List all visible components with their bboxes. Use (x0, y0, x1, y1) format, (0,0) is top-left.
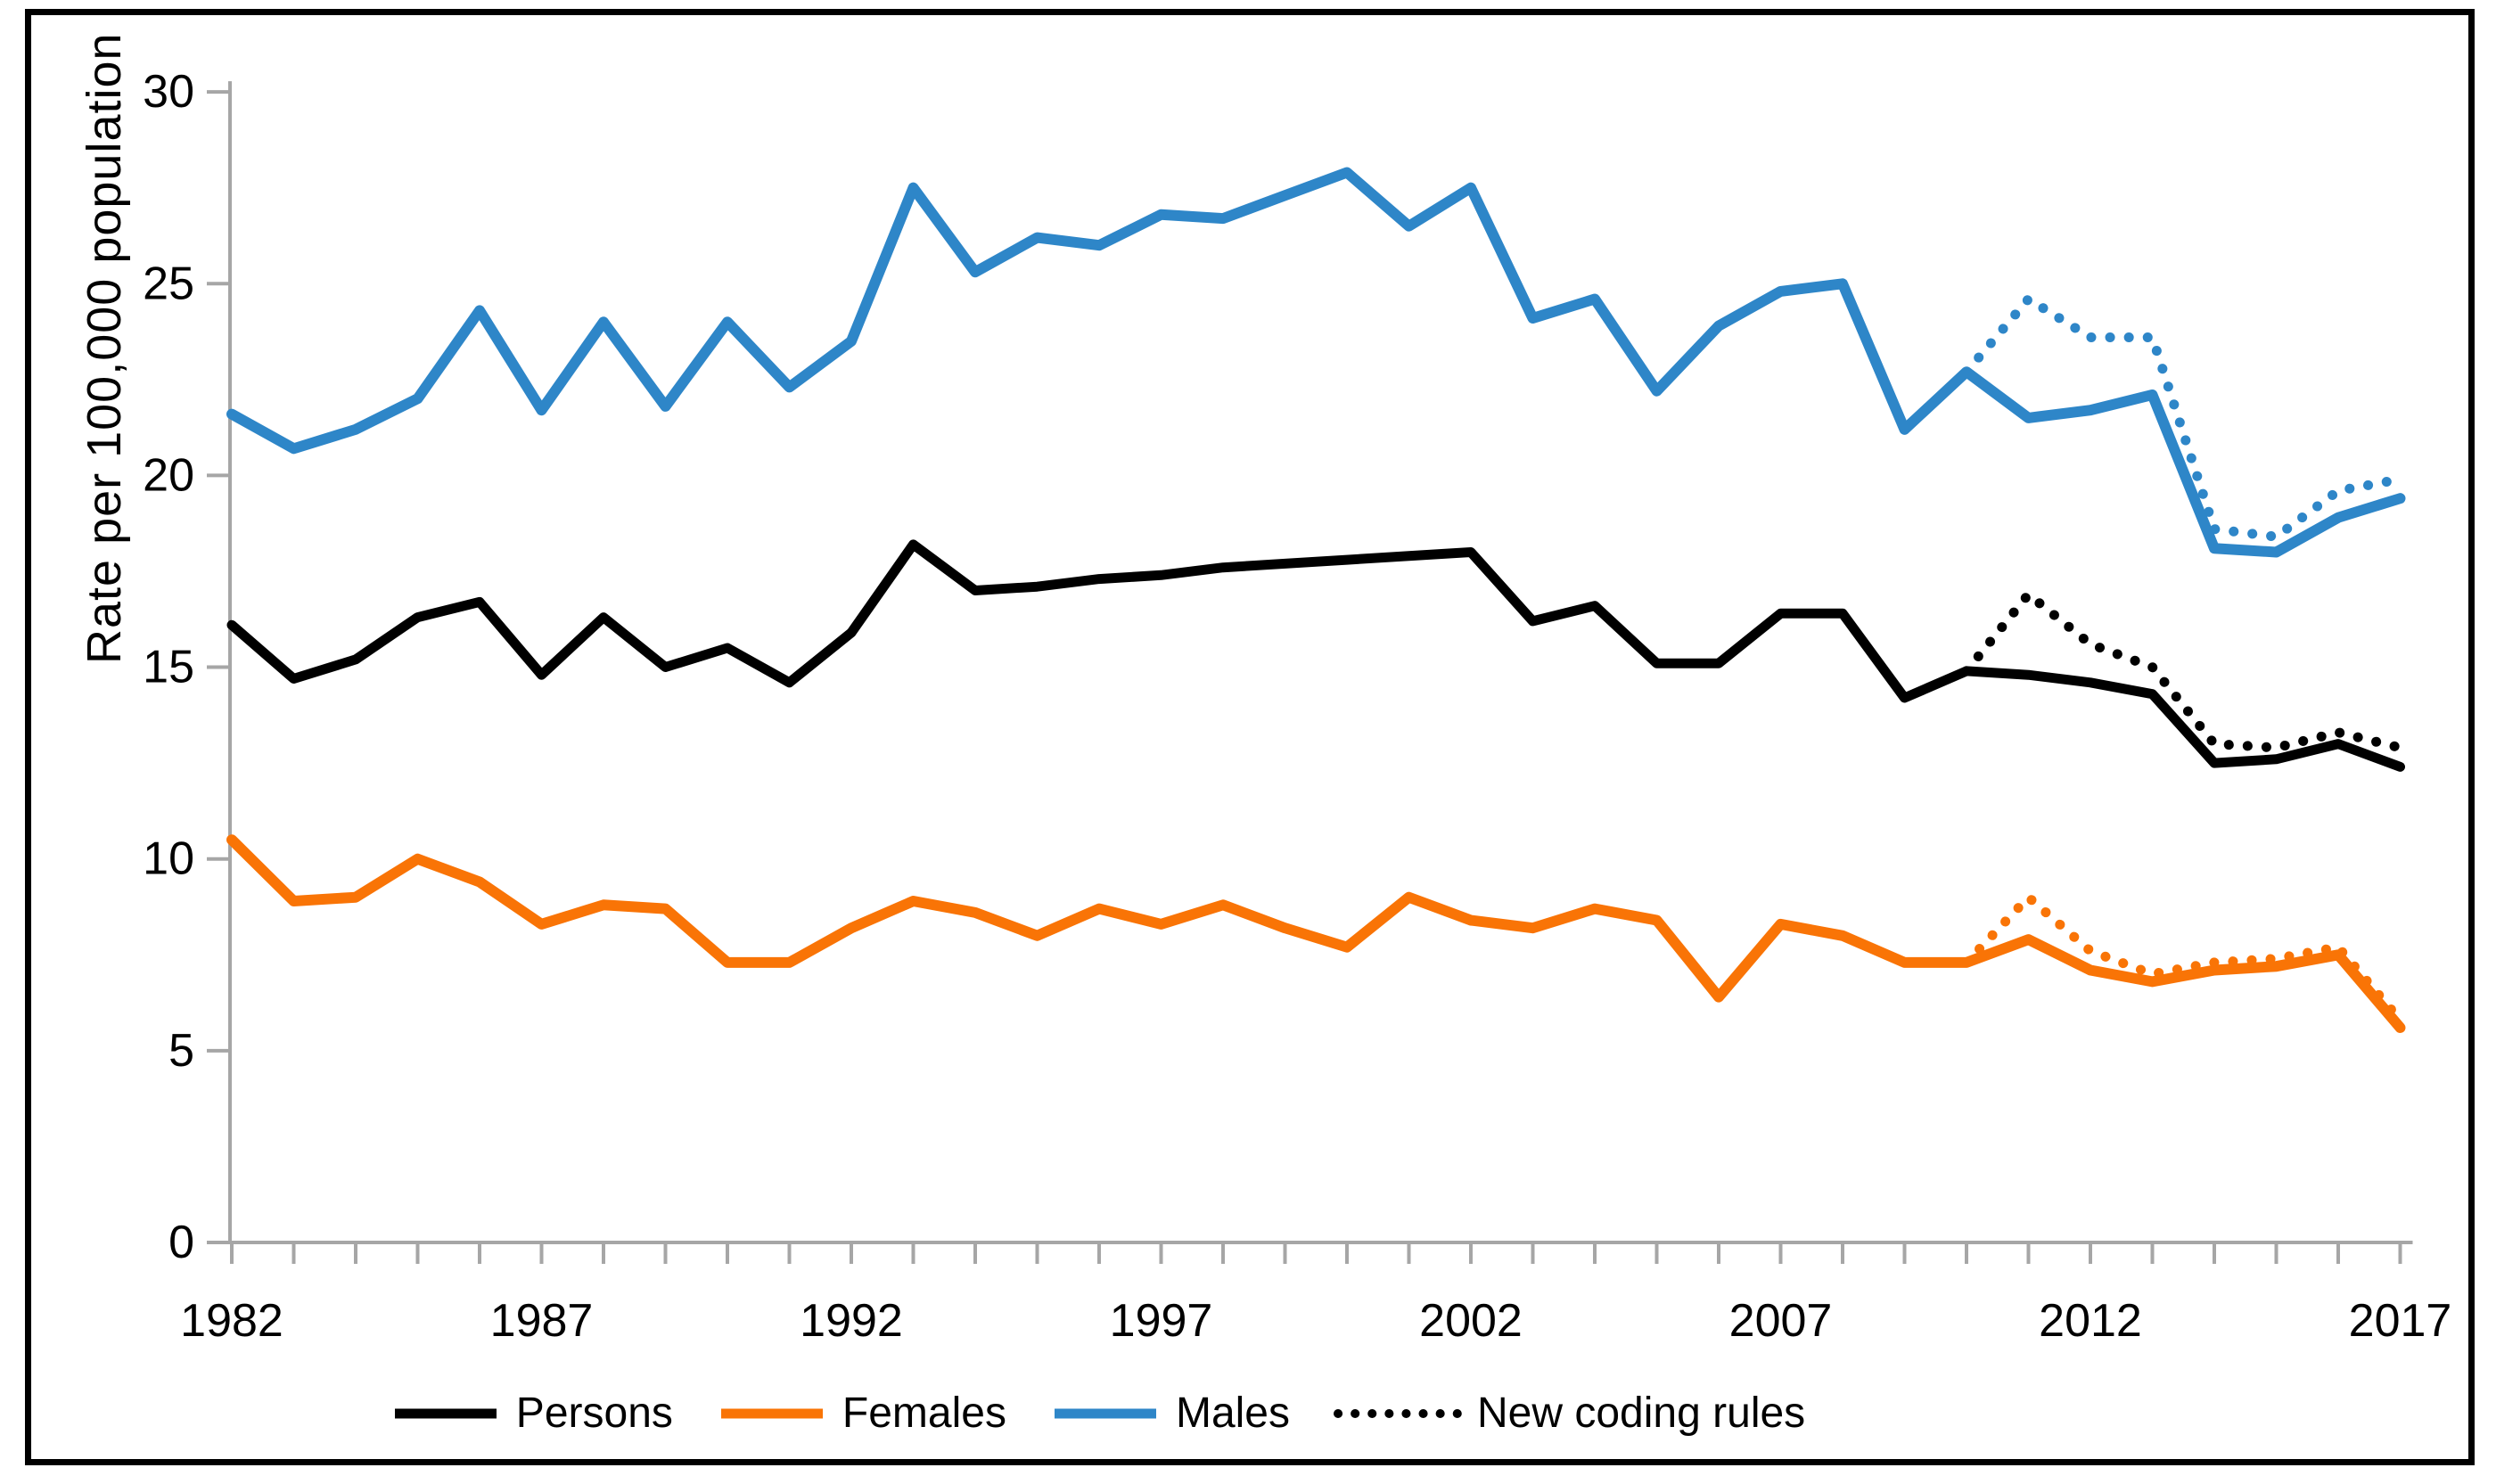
x-tick-label: 2012 (2039, 1295, 2142, 1347)
x-tick-label: 1997 (1110, 1295, 1213, 1347)
legend-swatch-persons-line-icon (394, 1408, 497, 1418)
y-tick-label: 25 (143, 258, 194, 309)
series-females (226, 834, 2406, 1033)
y-tick-label: 30 (143, 66, 194, 118)
x-tick-label: 1987 (490, 1295, 594, 1347)
y-tick-label: 15 (143, 642, 194, 693)
legend-swatch-males-line-icon (1054, 1408, 1156, 1418)
x-tick-label: 2017 (2349, 1295, 2452, 1347)
series-males (226, 167, 2406, 558)
x-tick-label: 1992 (800, 1295, 903, 1347)
legend-swatch-new-coding-rules-dots-icon (1334, 1408, 1462, 1418)
legend-label-new-coding-rules: New coding rules (1477, 1390, 1806, 1437)
legend-label-persons: Persons (515, 1390, 673, 1437)
legend-item-females: Females (714, 1389, 1006, 1438)
x-tick-label: 1982 (180, 1295, 283, 1347)
y-tick-label: 5 (168, 1025, 194, 1077)
series-new-coding-rules-females- (1961, 892, 2405, 1025)
series-persons (226, 539, 2405, 772)
legend-label-females: Females (842, 1390, 1006, 1437)
legend-swatch-females-line-icon (720, 1408, 823, 1418)
figure-border (25, 9, 2475, 1465)
legend-item-new-coding-rules: New coding rules (1331, 1389, 1805, 1438)
chart-legend: Persons Females Males New coding rules (0, 1389, 2193, 1438)
legend-label-males: Males (1175, 1390, 1290, 1437)
legend-item-persons: Persons (388, 1389, 673, 1438)
x-tick-label: 2007 (1729, 1295, 1833, 1347)
y-tick-label: 10 (143, 833, 194, 885)
y-tick-label: 20 (143, 449, 194, 501)
x-tick-label: 2002 (1419, 1295, 1523, 1347)
series-new-coding-rules-persons- (1961, 589, 2405, 753)
y-tick-label: 0 (168, 1217, 194, 1268)
legend-item-males: Males (1047, 1389, 1290, 1438)
